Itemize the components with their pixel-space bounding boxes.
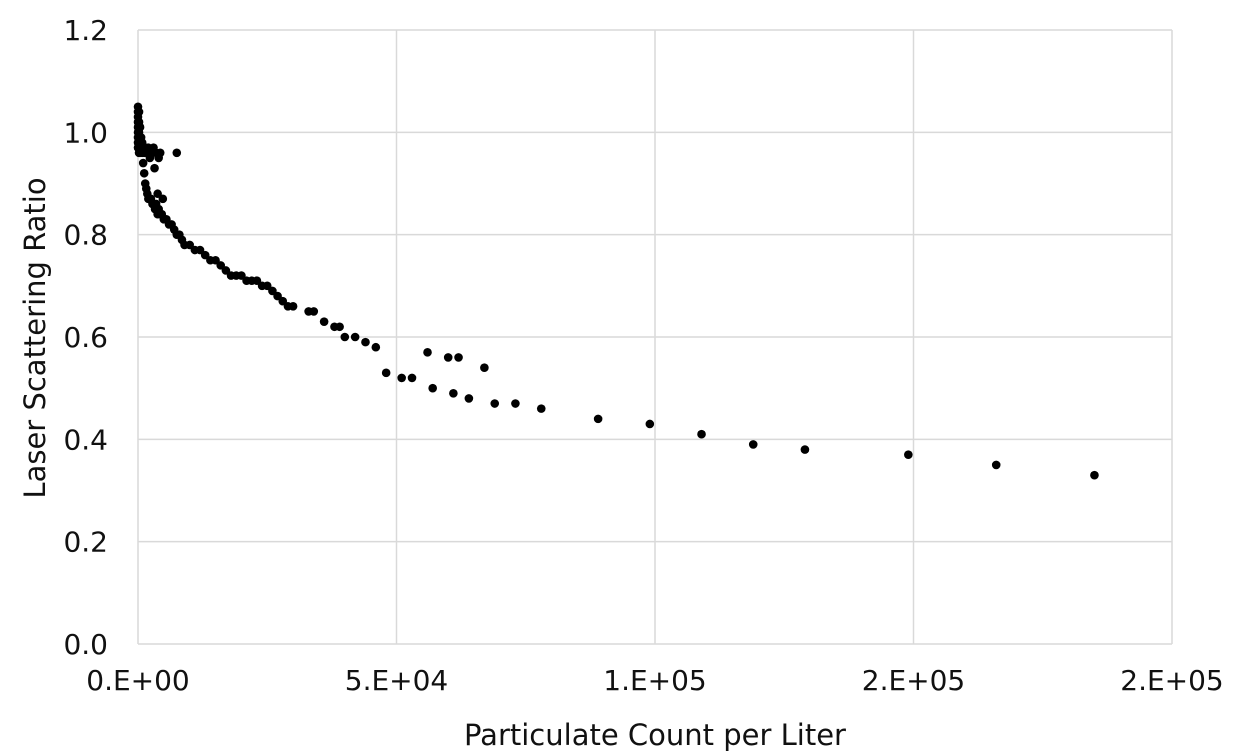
data-point-0-108 — [991, 460, 1001, 470]
x-tick-label-2: 1.E+05 — [603, 664, 707, 697]
y-tick-label-4: 0.8 — [63, 219, 108, 252]
data-point-0-91 — [454, 353, 463, 362]
data-point-0-85 — [340, 332, 350, 342]
data-point-0-95 — [407, 373, 417, 383]
data-point-0-99 — [490, 399, 500, 408]
data-point-0-97 — [449, 388, 458, 398]
data-point-0-106 — [800, 445, 810, 454]
data-point-0-109 — [1090, 470, 1099, 480]
data-point-0-107 — [904, 450, 913, 459]
y-tick-label-6: 1.2 — [63, 14, 108, 47]
data-point-0-14 — [135, 122, 145, 132]
x-tick-label-4: 2.E+05 — [1120, 664, 1224, 697]
x-axis-label: Particulate Count per Liter — [464, 718, 846, 752]
y-tick-label-1: 0.2 — [63, 526, 108, 559]
data-point-0-92 — [480, 363, 489, 373]
data-point-0-82 — [319, 317, 329, 326]
data-point-0-103 — [645, 419, 655, 429]
data-point-0-86 — [350, 332, 360, 342]
data-point-0-104 — [697, 429, 706, 439]
data-points — [133, 102, 1099, 480]
data-point-0-33 — [155, 148, 165, 158]
data-point-0-101 — [536, 404, 546, 413]
data-point-0-100 — [511, 399, 520, 408]
data-point-0-34 — [138, 158, 148, 168]
x-tick-label-1: 5.E+04 — [345, 664, 449, 697]
data-point-0-87 — [361, 337, 370, 347]
y-tick-label-2: 0.4 — [63, 423, 108, 456]
data-point-0-84 — [335, 322, 344, 332]
gridlines — [137, 29, 1173, 645]
y-tick-label-3: 0.6 — [63, 321, 108, 354]
data-point-0-93 — [381, 368, 391, 378]
data-point-0-81 — [309, 307, 319, 316]
x-tick-label-0: 0.E+00 — [86, 664, 190, 697]
data-point-0-89 — [423, 348, 432, 357]
y-tick-label-5: 1.0 — [63, 116, 108, 149]
data-point-0-105 — [748, 440, 758, 449]
data-point-0-30 — [150, 163, 159, 173]
data-point-0-110 — [172, 148, 182, 158]
y-tick-label-0: 0.0 — [63, 628, 108, 661]
data-point-0-88 — [371, 342, 381, 352]
data-point-0-98 — [464, 394, 474, 403]
x-tick-label-3: 2.E+05 — [862, 664, 966, 697]
data-point-0-102 — [593, 414, 603, 424]
data-point-0-96 — [428, 383, 437, 393]
data-point-0-35 — [139, 168, 149, 178]
data-point-0-79 — [288, 302, 298, 311]
data-point-0-94 — [397, 373, 406, 383]
data-point-0-112 — [158, 194, 168, 204]
y-tick-labels: 0.0 0.2 0.4 0.6 0.8 1.0 1.2 — [63, 14, 108, 661]
data-point-0-9 — [134, 107, 144, 117]
x-tick-labels: 0.E+00 5.E+04 1.E+05 2.E+05 2.E+05 — [86, 664, 1224, 697]
data-point-0-90 — [443, 353, 453, 362]
y-axis-label: Laser Scattering Ratio — [18, 177, 52, 498]
